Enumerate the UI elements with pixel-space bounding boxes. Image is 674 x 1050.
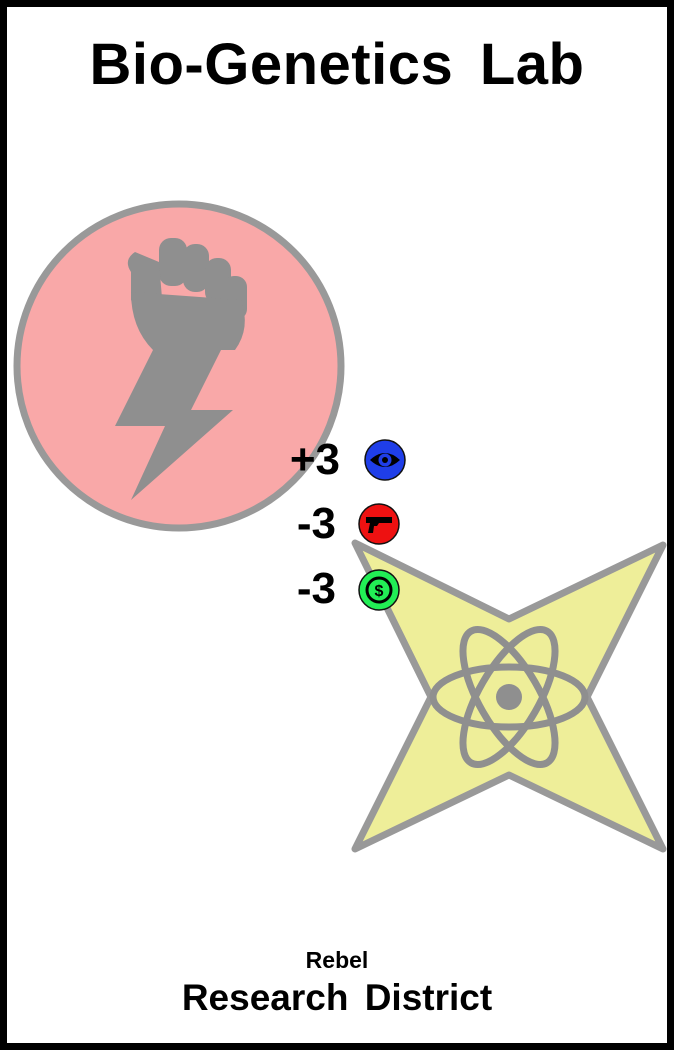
stat-row-money: -3 [257, 564, 336, 614]
stat-row-intel: +3 [257, 435, 340, 485]
card-title: Bio-Genetics Lab [89, 32, 585, 97]
eye-icon [364, 439, 406, 481]
stat-value: -3 [296, 499, 336, 548]
stat-value: +3 [289, 435, 340, 484]
raised-fist-lightning-icon [13, 200, 345, 532]
dollar-coin-icon: $ [358, 569, 400, 611]
faction-label: Rebel [305, 947, 369, 973]
stat-row-force: -3 [257, 499, 336, 549]
pistol-icon [358, 503, 400, 545]
atom-star-icon [351, 539, 667, 853]
svg-text:$: $ [375, 583, 384, 600]
stat-value: -3 [296, 564, 336, 613]
district-label: Research District [181, 977, 493, 1018]
